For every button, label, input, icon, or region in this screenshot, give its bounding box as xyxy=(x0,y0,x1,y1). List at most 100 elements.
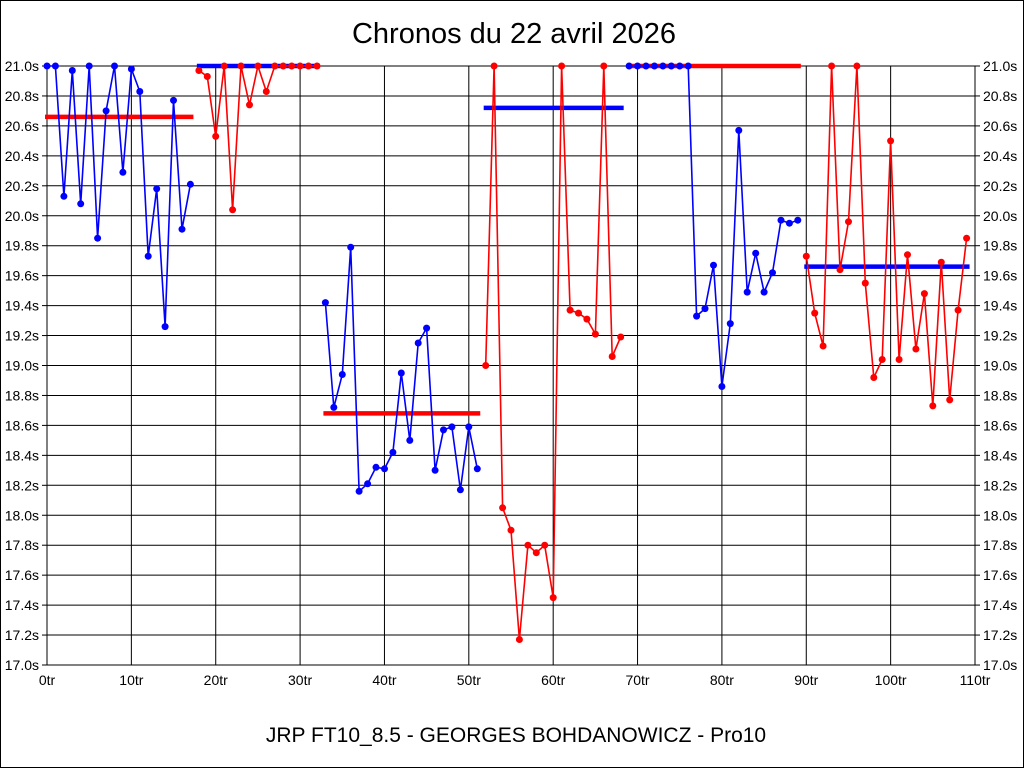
lap-time-point xyxy=(524,541,532,549)
y-tick-label-left: 17.8s xyxy=(5,537,39,553)
lap-time-point xyxy=(845,218,852,226)
lap-time-point xyxy=(77,200,85,208)
lap-time-point xyxy=(735,126,743,134)
y-axis-labels-left: 21.0s 20.8s 20.6s 20.4s 20.2s 20.0s 19.8s 19.6s… xyxy=(5,58,39,673)
lap-time-point xyxy=(127,65,135,73)
lap-time-point xyxy=(355,487,363,495)
x-tick-label: 20tr xyxy=(204,672,228,688)
lap-time-point xyxy=(583,315,591,323)
lap-time-point xyxy=(667,62,675,70)
lap-time-point xyxy=(912,345,920,353)
lap-time-point xyxy=(634,62,641,70)
lap-time-point xyxy=(499,504,507,512)
lap-time-point xyxy=(111,62,118,70)
lap-time-point xyxy=(229,206,237,214)
y-tick-label-right: 19.8s xyxy=(983,238,1017,254)
lap-time-point xyxy=(161,323,169,331)
lap-time-point xyxy=(178,225,186,233)
lap-time-point xyxy=(726,320,734,328)
y-tick-label-right: 17.2s xyxy=(983,627,1017,643)
lap-time-point xyxy=(887,137,895,145)
series-segment-run-1 xyxy=(43,62,194,331)
lap-time-point xyxy=(119,168,127,176)
lap-time-point xyxy=(870,374,878,381)
lap-time-point xyxy=(710,261,717,269)
lap-time-point xyxy=(364,480,372,488)
lap-time-point xyxy=(904,251,911,259)
y-axis-labels-right: 21.0s 20.8s 20.6s 20.4s 20.2s 20.0s 19.8s 19.6s… xyxy=(983,58,1017,673)
lap-time-point xyxy=(642,62,650,70)
lap-time-point xyxy=(617,333,625,341)
y-tick-label-right: 20.0s xyxy=(983,208,1017,224)
x-tick-label: 90tr xyxy=(794,672,818,688)
lap-time-point xyxy=(51,62,59,70)
y-tick-label-right: 20.4s xyxy=(983,148,1017,164)
lap-time-point xyxy=(136,88,144,95)
series-segment-run-2 xyxy=(195,62,321,214)
lap-time-point xyxy=(288,62,296,70)
lap-time-point xyxy=(861,279,869,287)
lap-time-point xyxy=(153,185,161,193)
data-series xyxy=(43,62,971,643)
lap-time-point xyxy=(473,465,481,473)
lap-time-point xyxy=(811,309,819,317)
y-tick-label-right: 19.2s xyxy=(983,328,1017,344)
lap-time-point xyxy=(43,62,51,70)
y-tick-label-left: 20.0s xyxy=(5,208,39,224)
y-tick-label-right: 19.4s xyxy=(983,298,1017,314)
lap-time-point xyxy=(760,288,768,296)
y-tick-label-right: 18.0s xyxy=(983,507,1017,523)
y-tick-label-right: 20.8s xyxy=(983,88,1017,104)
lap-time-point xyxy=(85,62,93,70)
series-segment-run-3 xyxy=(321,243,481,495)
y-tick-label-left: 18.8s xyxy=(5,387,39,403)
lap-time-point xyxy=(591,330,599,338)
y-tick-label-left: 19.2s xyxy=(5,328,39,344)
lap-time-point xyxy=(878,356,886,363)
lap-time-point xyxy=(170,96,177,104)
lap-time-point xyxy=(406,436,414,444)
y-tick-label-right: 19.6s xyxy=(983,268,1017,284)
lap-time-point xyxy=(650,62,658,70)
lap-time-point xyxy=(701,305,709,313)
lap-time-point xyxy=(448,423,456,431)
lap-time-point xyxy=(819,342,827,350)
lap-time-point xyxy=(195,67,203,74)
lap-time-point xyxy=(279,62,287,70)
y-tick-label-left: 17.2s xyxy=(5,627,39,643)
x-tick-label: 70tr xyxy=(625,672,649,688)
x-tick-label: 0tr xyxy=(39,672,56,688)
chart-title: Chronos du 22 avril 2026 xyxy=(352,18,676,50)
lap-time-point xyxy=(802,252,810,260)
x-axis-labels: 0tr 10tr 20tr 30tr 40tr 50tr 60tr 70tr 80tr 90tr 1… xyxy=(39,672,991,688)
x-tick-label: 30tr xyxy=(288,672,312,688)
lap-time-point xyxy=(743,288,751,296)
lap-time-point xyxy=(381,465,388,473)
lap-time-point xyxy=(929,402,937,410)
lap-time-point xyxy=(338,371,346,378)
lap-time-point xyxy=(296,62,304,70)
lap-time-point xyxy=(397,369,405,377)
lap-time-point xyxy=(186,180,194,188)
lap-time-point xyxy=(566,306,574,314)
lap-time-point xyxy=(313,62,321,70)
lap-time-point xyxy=(785,219,793,227)
lap-time-point xyxy=(853,62,861,70)
series-segment-run-4 xyxy=(482,62,625,643)
y-tick-label-right: 18.2s xyxy=(983,477,1017,493)
lap-time-point xyxy=(490,62,498,70)
lap-time-point xyxy=(752,249,760,257)
lap-time-point xyxy=(608,353,616,360)
lap-time-point xyxy=(963,234,971,242)
lap-time-point xyxy=(836,266,844,274)
y-tick-label-right: 20.2s xyxy=(983,178,1017,194)
lap-time-point xyxy=(203,73,211,80)
lap-time-point xyxy=(794,216,802,224)
y-tick-label-right: 21.0s xyxy=(983,58,1017,74)
x-tick-label: 100tr xyxy=(875,672,907,688)
lap-time-point xyxy=(423,324,431,332)
chart-caption: JRP FT10_8.5 - GEORGES BOHDANOWICZ - Pro… xyxy=(266,724,766,747)
y-tick-label-left: 18.0s xyxy=(5,507,39,523)
